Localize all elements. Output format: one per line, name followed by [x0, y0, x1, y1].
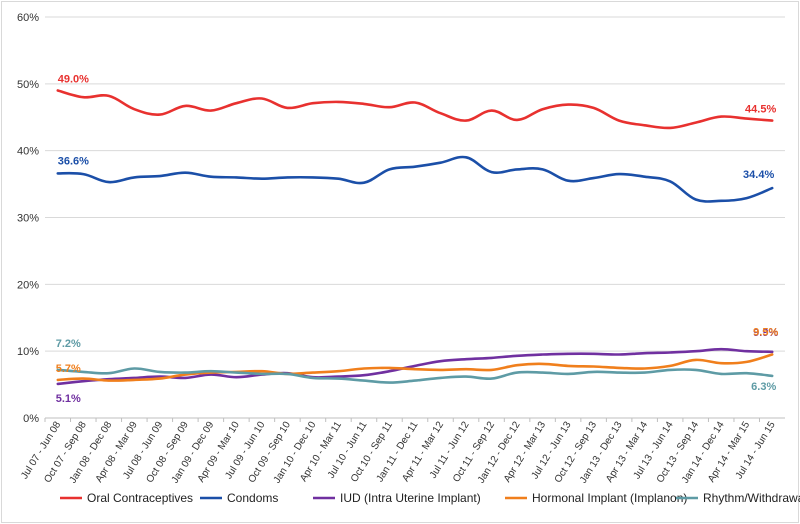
legend-label: IUD (Intra Uterine Implant) [340, 491, 481, 505]
y-tick-label: 10% [17, 346, 39, 358]
legend-label: Rhythm/Withdrawal [703, 491, 800, 505]
legend-label: Hormonal Implant (Implanon) [532, 491, 687, 505]
data-label: 5.1% [56, 393, 81, 405]
y-tick-label: 20% [17, 279, 39, 291]
y-tick-label: 40% [17, 146, 39, 158]
data-label: 9.9% [753, 327, 778, 339]
data-labels: 49.0% 44.5% 36.6% 34.4% 5.1% 9.9% 5.7% 9.5% 7.2%… [56, 74, 779, 405]
gridlines [45, 16, 785, 419]
data-label: 49.0% [58, 74, 89, 86]
y-tick-label: 30% [17, 213, 39, 225]
data-label: 6.3% [751, 381, 776, 393]
data-label: 36.6% [58, 155, 89, 167]
series-lines [56, 89, 774, 386]
data-label: 44.5% [745, 104, 776, 116]
legend: Oral Contraceptives Condoms IUD (Intra Ute… [60, 491, 800, 505]
y-tick-label: 60% [17, 12, 39, 24]
series-line [56, 89, 774, 130]
legend-label: Oral Contraceptives [87, 491, 193, 505]
y-axis-ticks: 0% 10% 20% 30% 40% 50% 60% [17, 12, 39, 425]
data-label: 34.4% [743, 169, 774, 181]
legend-label: Condoms [227, 491, 278, 505]
data-label: 5.7% [56, 363, 81, 375]
y-tick-label: 0% [23, 413, 39, 425]
series-line [56, 347, 774, 386]
data-label: 7.2% [56, 338, 81, 350]
series-line [56, 353, 774, 382]
y-tick-label: 50% [17, 79, 39, 91]
series-line [56, 367, 774, 384]
data-label: 9.5% [753, 327, 778, 339]
series-line [56, 155, 774, 203]
